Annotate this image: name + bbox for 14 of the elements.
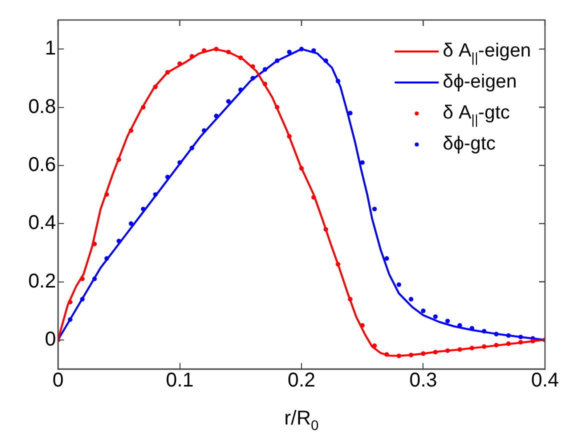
y-tick-label: 0.6 <box>28 154 56 176</box>
x-tick-label: 0.4 <box>531 370 559 392</box>
legend-label: δϕ-eigen <box>442 72 517 93</box>
x-tick-label: 0.2 <box>288 370 316 392</box>
x-tick-label: 0.1 <box>166 370 194 392</box>
y-tick-label: 0.2 <box>28 270 56 292</box>
y-tick-label: 1 <box>44 38 56 60</box>
y-tick-label: 0.4 <box>28 212 56 234</box>
legend-label: δ A||-gtc <box>442 102 510 127</box>
y-tick-label: 0.8 <box>28 96 56 118</box>
y-tick-label: 0 <box>44 328 56 350</box>
legend-label: δϕ-gtc <box>442 134 496 155</box>
legend-label: δ A||-eigen <box>442 40 532 65</box>
x-tick-label: 0.3 <box>409 370 438 392</box>
